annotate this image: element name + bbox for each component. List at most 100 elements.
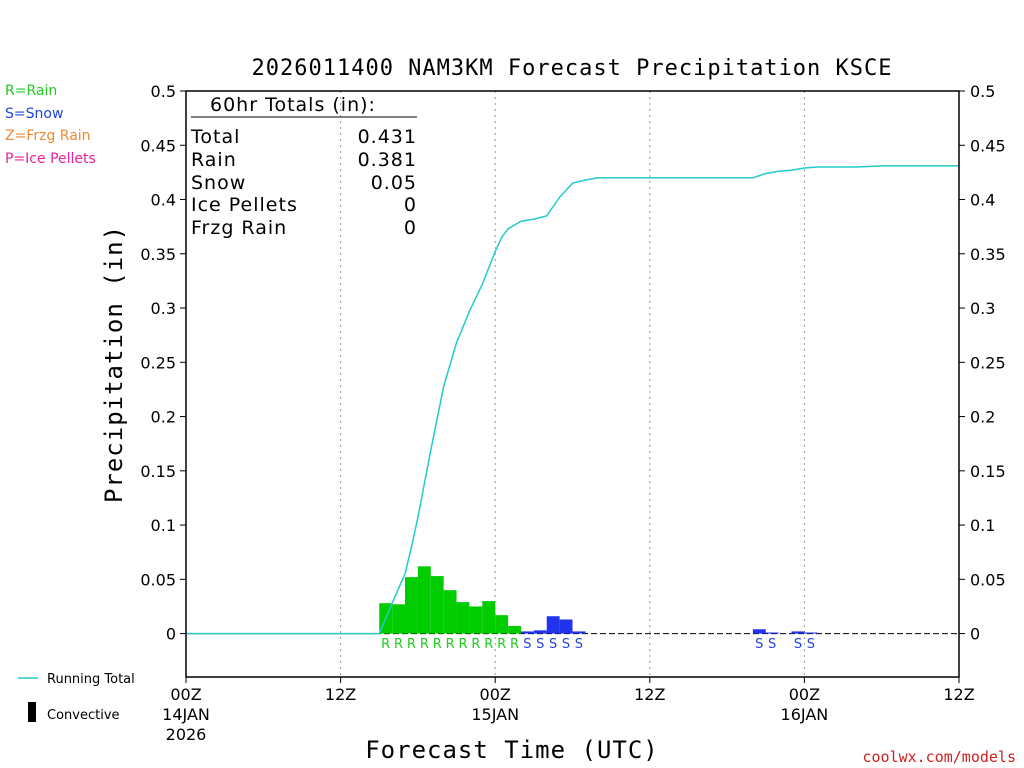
ytick-label-left-1: 0.05 bbox=[140, 570, 176, 589]
ytick-label-left-8: 0.4 bbox=[151, 191, 176, 210]
totals-frzg-rain-value: 0 bbox=[404, 217, 417, 239]
bar-30 bbox=[559, 619, 573, 634]
ytick-label-left-7: 0.35 bbox=[140, 245, 176, 264]
totals-ice-pellets-value: 0 bbox=[404, 194, 417, 216]
convective-legend: Convective bbox=[47, 708, 120, 723]
ptype-mark-17: R bbox=[394, 637, 403, 652]
ptype-mark-26: R bbox=[510, 637, 519, 652]
chart-title: 2026011400 NAM3KM Forecast Precipitation… bbox=[251, 56, 892, 81]
ytick-label-right-2: 0.1 bbox=[970, 516, 995, 535]
xtick-label-5: 12Z bbox=[943, 685, 974, 704]
legend-ice-pellets: P=Ice Pellets bbox=[5, 151, 96, 167]
ytick-label-left-5: 0.25 bbox=[140, 353, 176, 372]
bar-20 bbox=[430, 576, 444, 634]
bar-28 bbox=[533, 630, 547, 634]
totals-rain-value: 0.381 bbox=[358, 149, 417, 171]
bar-26 bbox=[508, 625, 521, 634]
xtick-year-0: 2026 bbox=[166, 725, 207, 744]
bar-29 bbox=[546, 616, 560, 634]
ptype-mark-27: S bbox=[523, 637, 531, 652]
ptype-mark-19: R bbox=[420, 637, 429, 652]
x-axis-label: Forecast Time (UTC) bbox=[365, 736, 659, 764]
totals-heading: 60hr Totals (in): bbox=[210, 94, 376, 116]
ytick-label-left-6: 0.3 bbox=[151, 299, 176, 318]
ytick-label-right-3: 0.15 bbox=[970, 462, 1006, 481]
bar-31 bbox=[572, 631, 586, 634]
bars bbox=[379, 566, 818, 634]
bar-45 bbox=[752, 629, 766, 634]
legend-rain: R=Rain bbox=[5, 83, 57, 99]
running-total-line bbox=[186, 165, 959, 635]
totals-box: 60hr Totals (in): Total 0.431 Rain 0.381… bbox=[190, 94, 417, 239]
legend-frzg-rain: Z=Frzg Rain bbox=[5, 128, 91, 144]
credit: coolwx.com/models bbox=[862, 748, 1016, 766]
grid bbox=[186, 91, 959, 677]
ytick-label-left-10: 0.5 bbox=[151, 82, 176, 101]
ptype-mark-23: R bbox=[471, 637, 480, 652]
xtick-label-3: 12Z bbox=[634, 685, 665, 704]
totals-ice-pellets-label: Ice Pellets bbox=[191, 194, 298, 216]
bar-21 bbox=[443, 590, 457, 634]
ptype-mark-20: R bbox=[433, 637, 442, 652]
ptype-mark-25: R bbox=[497, 637, 506, 652]
ytick-label-right-8: 0.4 bbox=[970, 191, 995, 210]
ptype-mark-22: R bbox=[458, 637, 467, 652]
xtick-date-4: 16JAN bbox=[781, 705, 829, 724]
ytick-label-left-0: 0 bbox=[166, 625, 176, 644]
ptype-legend: R=Rain S=Snow Z=Frzg Rain P=Ice Pellets bbox=[5, 83, 96, 167]
bottom-legend: Running Total Convective bbox=[18, 672, 135, 723]
ptype-mark-18: R bbox=[407, 637, 416, 652]
running-total-legend: Running Total bbox=[47, 672, 135, 687]
ytick-label-left-3: 0.15 bbox=[140, 462, 176, 481]
xtick-date-0: 14JAN bbox=[162, 705, 210, 724]
bar-23 bbox=[469, 606, 483, 634]
y-axis-label: Precipitation (in) bbox=[100, 225, 128, 503]
totals-frzg-rain-label: Frzg Rain bbox=[191, 217, 287, 239]
bar-24 bbox=[482, 601, 496, 634]
convective-swatch bbox=[28, 702, 36, 722]
y-axis-ticks: 0 00.05 0.050.1 0.10.15 0.150.2 0.20.25 0.250.… bbox=[140, 82, 1005, 644]
ptype-mark-49: S bbox=[807, 637, 815, 652]
ptype-mark-24: R bbox=[484, 637, 493, 652]
totals-snow-label: Snow bbox=[191, 172, 246, 194]
xtick-label-1: 12Z bbox=[325, 685, 356, 704]
bar-19 bbox=[417, 566, 431, 634]
ptype-mark-46: S bbox=[768, 637, 776, 652]
bar-17 bbox=[392, 604, 406, 634]
ytick-label-right-7: 0.35 bbox=[970, 245, 1006, 264]
bar-49 bbox=[804, 632, 818, 634]
ptype-mark-48: S bbox=[794, 637, 802, 652]
ptype-mark-45: S bbox=[755, 637, 763, 652]
ytick-label-right-10: 0.5 bbox=[970, 82, 995, 101]
ytick-label-right-9: 0.45 bbox=[970, 136, 1006, 155]
xtick-label-2: 00Z bbox=[480, 685, 511, 704]
bar-25 bbox=[495, 615, 509, 634]
bar-27 bbox=[520, 631, 534, 634]
totals-snow-value: 0.05 bbox=[371, 172, 417, 194]
xtick-date-2: 15JAN bbox=[471, 705, 519, 724]
ptype-mark-31: S bbox=[575, 637, 583, 652]
legend-snow: S=Snow bbox=[5, 106, 63, 122]
ytick-label-left-9: 0.45 bbox=[140, 136, 176, 155]
totals-total-value: 0.431 bbox=[358, 126, 417, 148]
ytick-label-right-1: 0.05 bbox=[970, 570, 1006, 589]
xtick-label-0: 00Z bbox=[170, 685, 201, 704]
bar-18 bbox=[405, 577, 418, 634]
ytick-label-right-6: 0.3 bbox=[970, 299, 995, 318]
ytick-label-left-4: 0.2 bbox=[151, 408, 176, 427]
ptype-mark-30: S bbox=[562, 637, 570, 652]
plot-frame bbox=[185, 90, 960, 678]
ytick-label-right-5: 0.25 bbox=[970, 353, 1006, 372]
bar-48 bbox=[791, 631, 805, 634]
totals-total-label: Total bbox=[190, 126, 240, 148]
bar-46 bbox=[765, 632, 779, 634]
ytick-label-right-4: 0.2 bbox=[970, 408, 995, 427]
ytick-label-right-0: 0 bbox=[970, 625, 980, 644]
ytick-label-left-2: 0.1 bbox=[151, 516, 176, 535]
ptype-mark-21: R bbox=[446, 637, 455, 652]
ptype-mark-28: S bbox=[536, 637, 544, 652]
totals-rain-label: Rain bbox=[191, 149, 237, 171]
